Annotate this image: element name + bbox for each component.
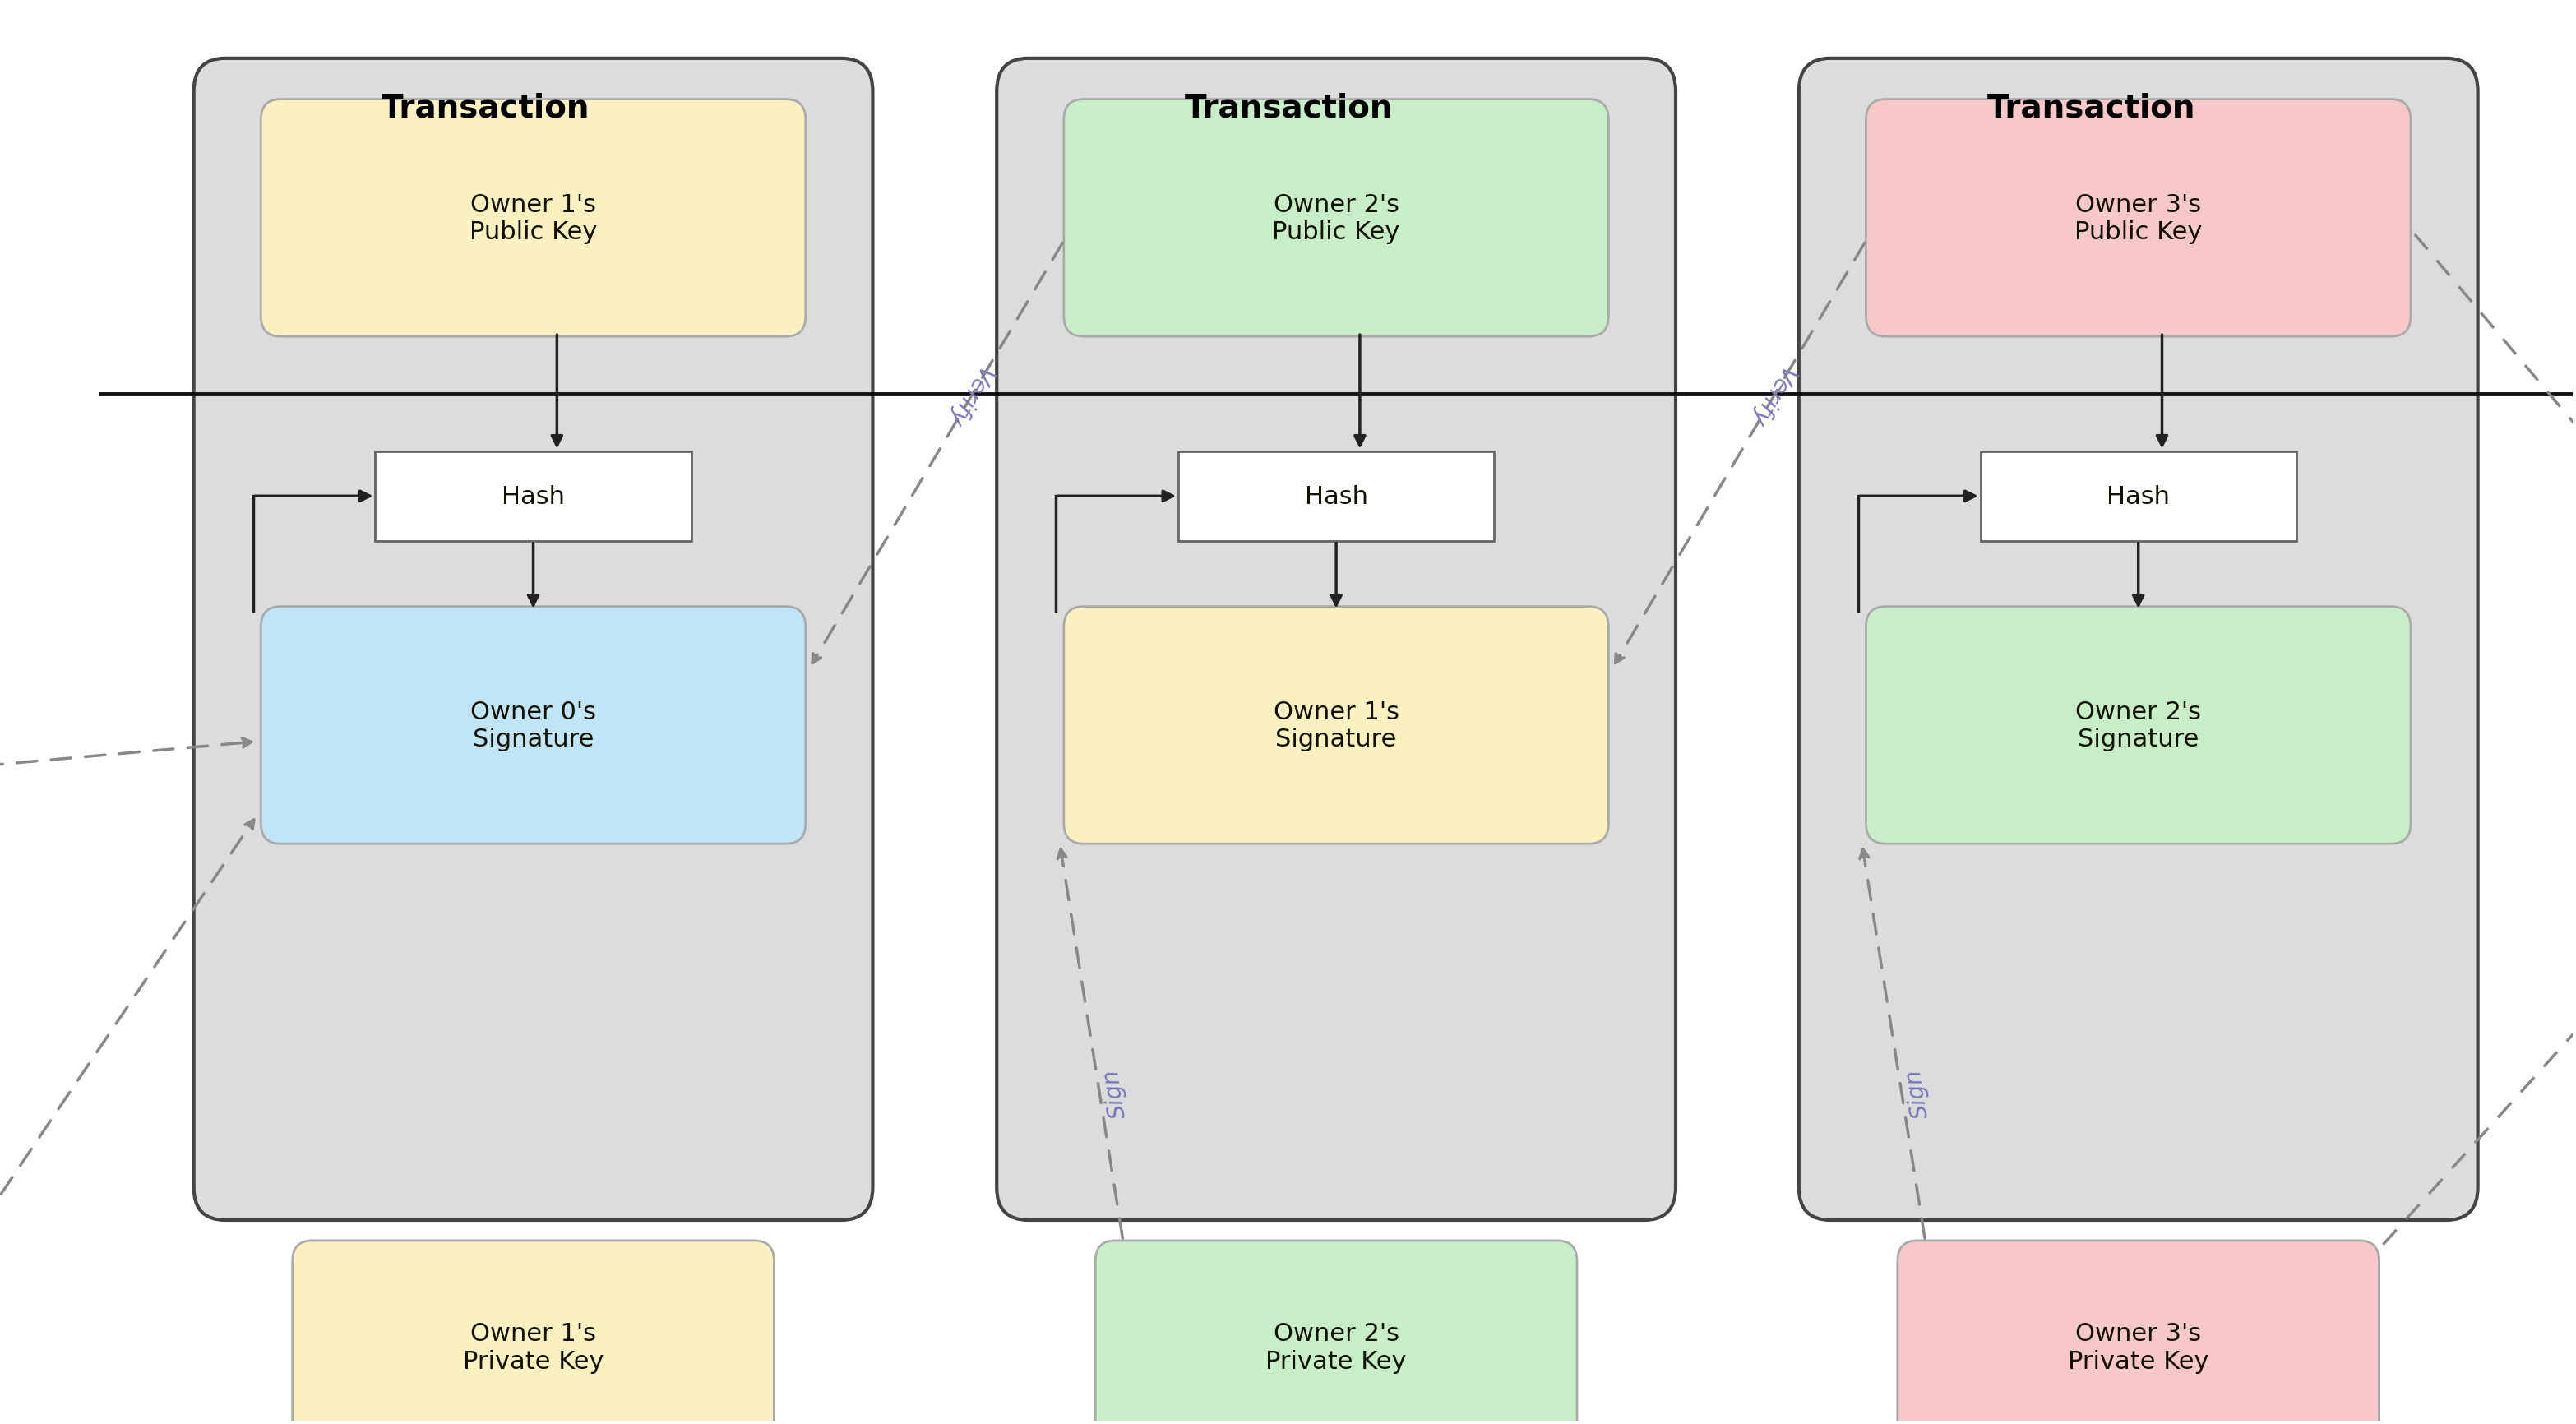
- Text: Owner 1's
Public Key: Owner 1's Public Key: [469, 192, 598, 244]
- Text: Transaction: Transaction: [1185, 93, 1394, 124]
- FancyBboxPatch shape: [260, 100, 806, 337]
- FancyBboxPatch shape: [376, 451, 690, 541]
- FancyBboxPatch shape: [1981, 451, 2295, 541]
- Text: Owner 2's
Public Key: Owner 2's Public Key: [1273, 192, 1401, 244]
- Text: Hash: Hash: [2107, 484, 2169, 508]
- Text: Owner 0's
Signature: Owner 0's Signature: [471, 699, 595, 752]
- Text: Owner 1's
Private Key: Owner 1's Private Key: [464, 1321, 603, 1373]
- Text: Owner 3's
Private Key: Owner 3's Private Key: [2069, 1321, 2208, 1373]
- FancyBboxPatch shape: [1177, 451, 1494, 541]
- FancyBboxPatch shape: [260, 607, 806, 844]
- FancyBboxPatch shape: [1064, 100, 1607, 337]
- FancyBboxPatch shape: [1064, 607, 1607, 844]
- FancyBboxPatch shape: [1798, 58, 2478, 1220]
- FancyBboxPatch shape: [997, 58, 1674, 1220]
- Text: Transaction: Transaction: [381, 93, 590, 124]
- Text: Owner 2's
Signature: Owner 2's Signature: [2076, 699, 2202, 752]
- FancyBboxPatch shape: [1095, 1240, 1577, 1424]
- FancyBboxPatch shape: [193, 58, 873, 1220]
- Text: Hash: Hash: [502, 484, 564, 508]
- FancyBboxPatch shape: [294, 1240, 773, 1424]
- Text: Owner 1's
Signature: Owner 1's Signature: [1273, 699, 1399, 752]
- Text: Verify: Verify: [1744, 363, 1798, 430]
- Text: Hash: Hash: [1303, 484, 1368, 508]
- FancyBboxPatch shape: [1899, 1240, 2380, 1424]
- Text: Owner 3's
Public Key: Owner 3's Public Key: [2074, 192, 2202, 244]
- Text: Sign: Sign: [1901, 1067, 1932, 1119]
- Text: Transaction: Transaction: [1986, 93, 2195, 124]
- Text: Verify: Verify: [940, 363, 994, 430]
- Text: Owner 2's
Private Key: Owner 2's Private Key: [1265, 1321, 1406, 1373]
- Text: Sign: Sign: [1100, 1067, 1131, 1119]
- FancyBboxPatch shape: [1865, 100, 2411, 337]
- FancyBboxPatch shape: [1865, 607, 2411, 844]
